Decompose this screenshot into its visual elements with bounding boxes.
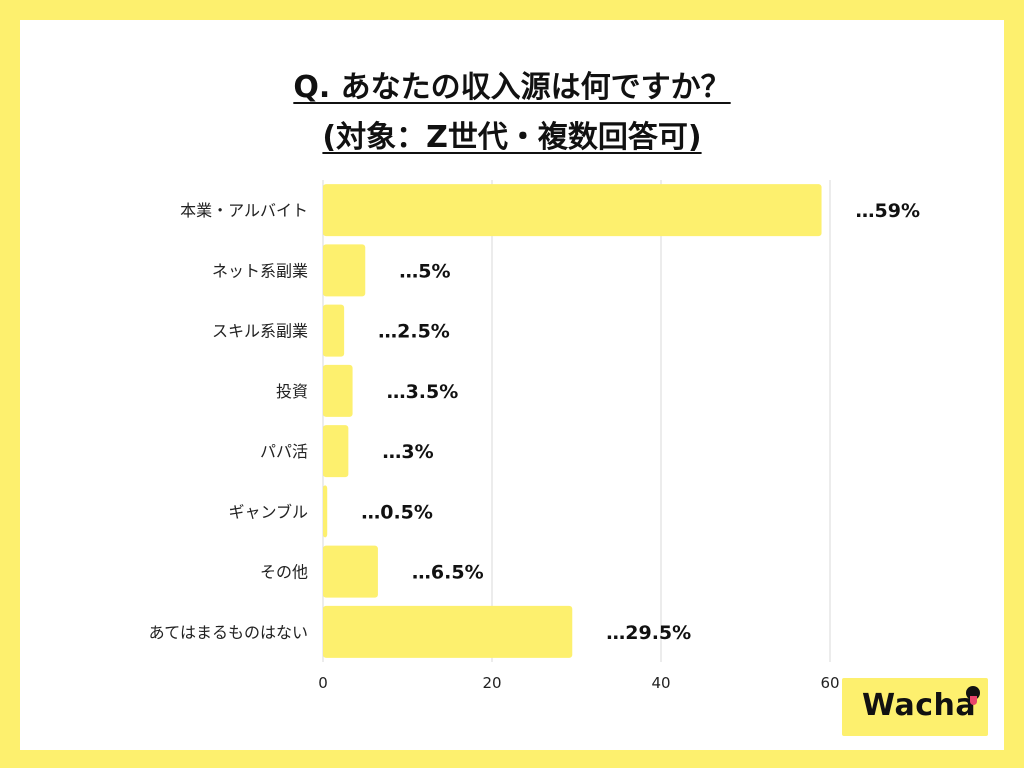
data-labels: …59% …5% …2.5% …3.5% …3% …0.5% …6.5% …29.5% [361, 200, 920, 644]
category-label: スキル系副業 [212, 322, 308, 341]
chart-title-line1: Q. あなたの収入源は何ですか？ [293, 70, 731, 105]
bar [323, 244, 366, 297]
category-label: ネット系副業 [212, 261, 308, 280]
bar [323, 364, 353, 417]
category-label: 投資 [276, 382, 308, 401]
bars [323, 184, 822, 658]
data-label: …0.5% [361, 501, 433, 523]
bar [323, 304, 345, 357]
grid-lines [322, 180, 831, 662]
x-tick-label: 20 [482, 674, 501, 692]
x-axis-ticks: 0 20 40 60 [318, 674, 839, 692]
bar [323, 425, 349, 478]
bar [323, 485, 328, 538]
data-label: …59% [856, 200, 920, 222]
category-label: ギャンブル [228, 502, 308, 521]
category-labels: 本業・アルバイトネット系副業スキル系副業投資パパ活ギャンブルその他あてはまるもの… [149, 201, 308, 642]
x-tick-label: 40 [651, 674, 670, 692]
category-label: あてはまるものはない [149, 623, 308, 642]
logo-text: Wacha [862, 688, 977, 723]
x-tick-label: 0 [318, 674, 328, 692]
bar [323, 605, 573, 658]
data-label: …6.5% [412, 562, 484, 584]
data-label: …3% [382, 441, 433, 463]
x-tick-label: 60 [820, 674, 839, 692]
data-label: …5% [399, 260, 450, 282]
logo-tongue-icon [970, 696, 977, 705]
category-label: パパ活 [260, 442, 308, 461]
chart-title-line2: (対象：Z世代・複数回答可) [322, 120, 702, 155]
wacha-logo: Wacha [842, 678, 988, 736]
data-label: …29.5% [606, 622, 691, 644]
category-label: 本業・アルバイト [180, 201, 308, 220]
bar [323, 184, 822, 237]
bar [323, 545, 378, 598]
data-label: …2.5% [378, 321, 450, 343]
data-label: …3.5% [387, 381, 459, 403]
category-label: その他 [260, 563, 308, 582]
